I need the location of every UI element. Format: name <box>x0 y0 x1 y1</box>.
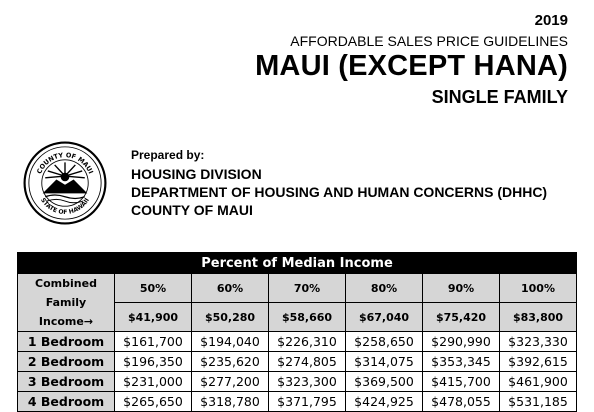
page-title: MAUI (EXCEPT HANA) <box>255 50 568 82</box>
prepared-by-label: Prepared by: <box>131 148 205 162</box>
income-label-line2: Family Income→ <box>38 296 94 328</box>
income-header: $50,280 <box>191 302 269 332</box>
price-cell: $290,990 <box>422 331 500 352</box>
income-header: $75,420 <box>422 302 500 332</box>
income-header: $67,040 <box>345 302 423 332</box>
price-cell: $235,620 <box>191 351 269 372</box>
price-cell: $196,350 <box>114 351 192 372</box>
price-cell: $424,925 <box>345 391 423 412</box>
percent-header: 100% <box>499 273 577 303</box>
prepared-line-county: COUNTY OF MAUI <box>131 202 253 218</box>
price-cell: $265,650 <box>114 391 192 412</box>
income-label-line1: Combined <box>35 277 97 290</box>
price-cell: $277,200 <box>191 371 269 392</box>
price-cell: $415,700 <box>422 371 500 392</box>
price-cell: $231,000 <box>114 371 192 392</box>
price-cell: $531,185 <box>499 391 577 412</box>
table-row: 3 Bedroom $231,000 $277,200 $323,300 $36… <box>17 371 577 392</box>
table-row: 4 Bedroom $265,650 $318,780 $371,795 $42… <box>17 391 577 412</box>
percent-header: 80% <box>345 273 423 303</box>
combined-family-income-label: Combined Family Income→ <box>17 273 115 332</box>
price-cell: $392,615 <box>499 351 577 372</box>
income-header: $83,800 <box>499 302 577 332</box>
price-cell: $369,500 <box>345 371 423 392</box>
year-label: 2019 <box>534 12 568 29</box>
row-label: 2 Bedroom <box>17 351 115 372</box>
table-row: 2 Bedroom $196,350 $235,620 $274,805 $31… <box>17 351 577 372</box>
income-header: $41,900 <box>114 302 192 332</box>
price-cell: $161,700 <box>114 331 192 352</box>
prepared-by-block: Prepared by: HOUSING DIVISION DEPARTMENT… <box>131 148 547 219</box>
percent-header: 60% <box>191 273 269 303</box>
price-cell: $226,310 <box>268 331 346 352</box>
price-cell: $478,055 <box>422 391 500 412</box>
property-type-label: SINGLE FAMILY <box>431 87 568 107</box>
row-label: 4 Bedroom <box>17 391 115 412</box>
row-label: 1 Bedroom <box>17 331 115 352</box>
price-cell: $353,345 <box>422 351 500 372</box>
price-cell: $194,040 <box>191 331 269 352</box>
price-cell: $314,075 <box>345 351 423 372</box>
prepared-line-housing-division: HOUSING DIVISION <box>131 166 262 182</box>
price-cell: $461,900 <box>499 371 577 392</box>
price-cell: $258,650 <box>345 331 423 352</box>
price-cell: $274,805 <box>268 351 346 372</box>
percent-header: 70% <box>268 273 346 303</box>
price-cell: $318,780 <box>191 391 269 412</box>
price-cell: $371,795 <box>268 391 346 412</box>
income-header: $58,660 <box>268 302 346 332</box>
prepared-line-department: DEPARTMENT OF HOUSING AND HUMAN CONCERNS… <box>131 184 548 200</box>
percent-header: 90% <box>422 273 500 303</box>
percent-header: 50% <box>114 273 192 303</box>
document-subtitle: AFFORDABLE SALES PRICE GUIDELINES <box>290 33 568 49</box>
price-cell: $323,330 <box>499 331 577 352</box>
price-guidelines-table: Percent of Median Income Combined Family… <box>17 252 577 412</box>
price-cell: $323,300 <box>268 371 346 392</box>
county-of-maui-seal-icon: COUNTY OF MAUI STATE OF HAWAII <box>23 141 107 225</box>
table-row: 1 Bedroom $161,700 $194,040 $226,310 $25… <box>17 331 577 352</box>
table-banner: Percent of Median Income <box>17 252 577 274</box>
row-label: 3 Bedroom <box>17 371 115 392</box>
